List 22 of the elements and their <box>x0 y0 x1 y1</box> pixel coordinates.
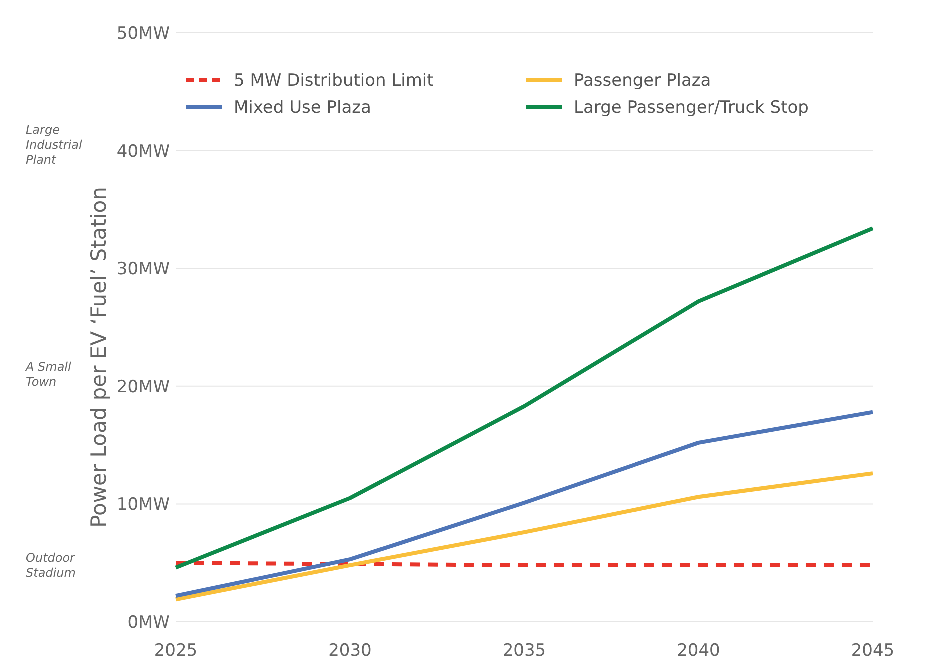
line-series <box>174 226 875 570</box>
text: Outdoor Stadium <box>26 551 76 580</box>
line-series <box>174 472 875 602</box>
y-tick-label: 30MW <box>116 260 170 280</box>
x-tick-label: 2025 <box>154 641 198 661</box>
y-tick-label: 10MW <box>116 495 170 516</box>
y-tick-label: 40MW <box>116 142 170 162</box>
y-tick-label: 0MW <box>128 612 170 633</box>
x-tick-label: 2045 <box>851 641 895 661</box>
y-tick-label: 20MW <box>116 377 170 398</box>
y-axis-title: Power Load per EV ‘Fuel’ Station <box>87 187 111 528</box>
y-tick-label: 50MW <box>116 24 170 44</box>
x-tick-label: 2035 <box>502 641 546 661</box>
x-tick-label: 2030 <box>328 641 372 661</box>
text: A Small Town <box>25 360 72 390</box>
text: Large Industrial Plant <box>26 123 83 168</box>
line-series <box>174 410 875 598</box>
legend-label: Large Passenger/Truck Stop <box>574 98 809 118</box>
legend-label: Mixed Use Plaza <box>234 98 372 118</box>
legend-label: 5 MW Distribution Limit <box>234 71 434 91</box>
legend-label: Passenger Plaza <box>574 71 712 91</box>
x-tick-label: 2040 <box>677 641 720 661</box>
